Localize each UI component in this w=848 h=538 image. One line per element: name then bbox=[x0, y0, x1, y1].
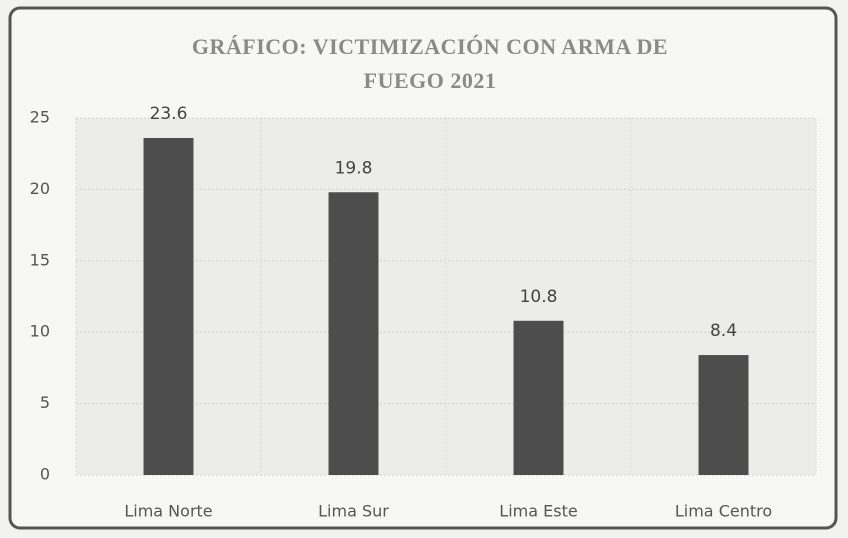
data-label: 23.6 bbox=[150, 104, 188, 124]
y-tick-label: 10 bbox=[30, 322, 50, 341]
chart-title: GRÁFICO: VICTIMIZACIÓN CON ARMA DE FUEGO… bbox=[191, 34, 669, 93]
y-tick-label: 5 bbox=[40, 393, 50, 412]
data-label: 10.8 bbox=[520, 287, 558, 307]
y-tick-label: 25 bbox=[30, 108, 50, 127]
data-label: 8.4 bbox=[710, 321, 737, 341]
y-tick-label: 15 bbox=[30, 250, 50, 269]
data-label: 19.8 bbox=[335, 158, 373, 178]
x-tick-label: Lima Norte bbox=[124, 502, 212, 521]
x-tick-label: Lima Centro bbox=[675, 502, 772, 521]
bar bbox=[698, 355, 749, 475]
x-tick-label: Lima Este bbox=[499, 502, 577, 521]
bar bbox=[328, 192, 379, 476]
bar bbox=[143, 137, 194, 475]
bar bbox=[513, 320, 564, 475]
x-tick-label: Lima Sur bbox=[318, 502, 389, 521]
y-tick-label: 20 bbox=[30, 179, 50, 198]
y-tick-label: 0 bbox=[40, 465, 50, 484]
